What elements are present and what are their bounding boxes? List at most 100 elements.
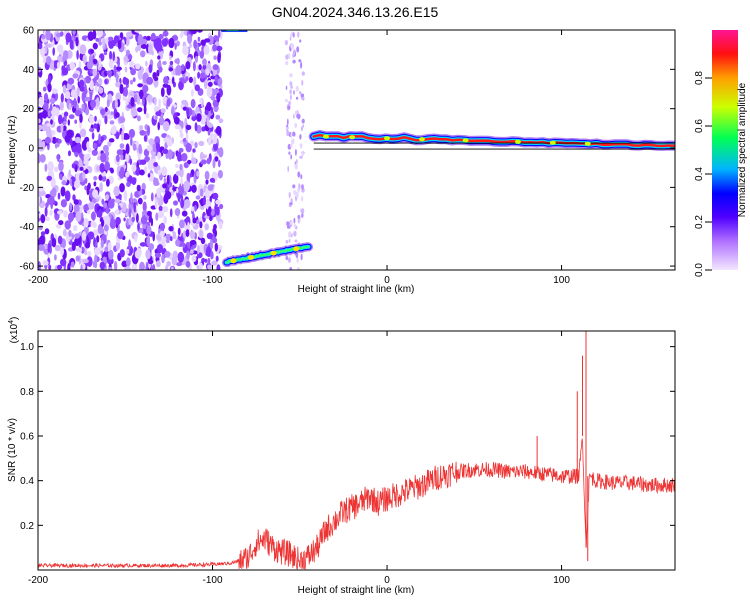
noise-blob bbox=[154, 252, 161, 258]
noise-blob bbox=[155, 142, 161, 152]
noise-blob bbox=[125, 143, 130, 155]
noise-blob bbox=[215, 45, 223, 52]
noise-blob bbox=[78, 158, 83, 168]
noise-blob bbox=[216, 92, 221, 103]
noise-blob bbox=[104, 78, 108, 85]
noise-blob bbox=[76, 50, 79, 60]
noise-blob bbox=[292, 32, 295, 38]
noise-blob bbox=[301, 152, 304, 157]
noise-blob bbox=[210, 131, 213, 140]
noise-blob bbox=[61, 180, 67, 186]
noise-blob bbox=[40, 214, 46, 224]
noise-blob bbox=[183, 180, 190, 192]
colorbar-tick-label: 0.8 bbox=[694, 71, 705, 85]
noise-blob bbox=[206, 116, 210, 127]
noise-blob bbox=[143, 195, 147, 200]
noise-blob bbox=[122, 95, 126, 102]
noise-blob bbox=[215, 114, 221, 120]
snr-y-label: SNR (10 * v/v) bbox=[7, 418, 18, 482]
noise-blob bbox=[210, 208, 215, 216]
noise-blob bbox=[137, 107, 143, 113]
noise-blob bbox=[192, 217, 197, 224]
noise-blob bbox=[49, 209, 53, 216]
noise-blob bbox=[38, 42, 43, 50]
noise-blob bbox=[213, 142, 218, 151]
noise-blob bbox=[195, 219, 200, 224]
noise-blob bbox=[295, 85, 299, 92]
noise-blob bbox=[156, 187, 161, 198]
noise-blob bbox=[85, 241, 91, 249]
noise-blob bbox=[123, 217, 126, 222]
noise-blob bbox=[125, 152, 129, 163]
noise-blob bbox=[119, 183, 125, 193]
noise-blob bbox=[118, 205, 121, 210]
noise-blob bbox=[140, 215, 148, 225]
noise-blob bbox=[44, 206, 48, 217]
noise-blob bbox=[174, 42, 177, 50]
noise-blob bbox=[212, 192, 219, 200]
noise-blob bbox=[39, 235, 45, 246]
noise-blob bbox=[64, 90, 71, 100]
noise-blob bbox=[146, 76, 154, 85]
noise-blob bbox=[107, 141, 112, 147]
noise-blob bbox=[300, 208, 303, 213]
band-hotspot bbox=[322, 134, 329, 139]
noise-blob bbox=[158, 33, 164, 40]
noise-blob bbox=[80, 264, 83, 270]
noise-blob bbox=[59, 173, 63, 180]
noise-blob bbox=[176, 187, 179, 194]
noise-blob bbox=[289, 220, 293, 226]
noise-blob bbox=[219, 203, 224, 210]
noise-blob bbox=[82, 172, 86, 180]
noise-blob bbox=[208, 206, 212, 214]
noise-blob bbox=[157, 55, 161, 60]
y-tick-label: 20 bbox=[23, 104, 35, 115]
noise-blob bbox=[289, 202, 293, 206]
noise-blob bbox=[45, 127, 52, 137]
noise-blob bbox=[144, 86, 147, 98]
noise-blob bbox=[98, 174, 103, 181]
noise-blob bbox=[155, 111, 161, 116]
noise-blob bbox=[146, 210, 152, 217]
noise-blob bbox=[174, 124, 181, 130]
noise-blob bbox=[44, 216, 51, 222]
noise-blob bbox=[301, 118, 305, 124]
noise-blob bbox=[200, 72, 205, 79]
noise-blob bbox=[57, 153, 60, 162]
snr-series-line bbox=[38, 438, 675, 570]
noise-blob bbox=[68, 229, 72, 237]
noise-blob bbox=[299, 155, 303, 159]
noise-blob bbox=[128, 208, 132, 218]
noise-blob bbox=[96, 30, 104, 38]
snr-background bbox=[38, 331, 675, 570]
noise-blob bbox=[47, 242, 51, 253]
noise-blob bbox=[153, 162, 159, 167]
noise-blob bbox=[74, 136, 82, 144]
noise-blob bbox=[61, 67, 69, 76]
noise-blob bbox=[44, 228, 50, 235]
noise-blob bbox=[294, 110, 298, 115]
noise-blob bbox=[298, 183, 301, 190]
noise-blob bbox=[217, 30, 221, 38]
noise-blob bbox=[210, 106, 214, 114]
noise-blob bbox=[197, 244, 200, 255]
noise-blob bbox=[207, 184, 214, 192]
noise-blob bbox=[64, 220, 71, 230]
noise-blob bbox=[200, 160, 207, 165]
noise-blob bbox=[119, 32, 124, 39]
noise-blob bbox=[216, 264, 221, 270]
noise-blob bbox=[179, 132, 184, 139]
noise-blob bbox=[100, 152, 107, 163]
noise-blob bbox=[198, 140, 205, 147]
noise-blob bbox=[196, 170, 200, 177]
noise-blob bbox=[115, 73, 119, 83]
noise-blob bbox=[55, 107, 60, 118]
noise-blob bbox=[145, 249, 151, 260]
noise-blob bbox=[114, 99, 118, 110]
noise-blob bbox=[90, 99, 97, 109]
noise-blob bbox=[298, 91, 302, 95]
noise-blob bbox=[98, 37, 103, 46]
noise-blob bbox=[110, 111, 114, 116]
snr-frame bbox=[37, 330, 676, 571]
noise-blob bbox=[120, 154, 124, 161]
